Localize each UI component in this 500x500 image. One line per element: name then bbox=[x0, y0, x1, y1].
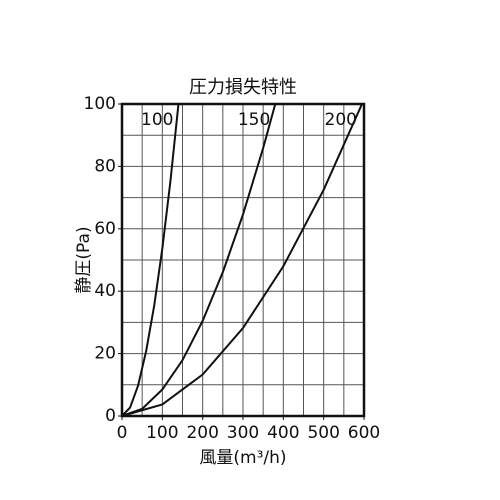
x-tick-label: 0 bbox=[117, 423, 128, 443]
y-axis-label: 静圧(Pa) bbox=[74, 226, 94, 293]
y-tick-label: 20 bbox=[94, 344, 116, 364]
x-axis-label: 風量(m³/h) bbox=[199, 448, 286, 468]
x-tick-label: 600 bbox=[348, 423, 380, 443]
curve bbox=[121, 103, 277, 417]
x-tick-label: 400 bbox=[267, 423, 299, 443]
x-tick-label: 500 bbox=[307, 423, 339, 443]
series-label: 200 bbox=[325, 110, 357, 130]
x-tick-label: 100 bbox=[146, 423, 178, 443]
y-tick-label: 40 bbox=[94, 281, 116, 301]
x-tick-label: 200 bbox=[186, 423, 218, 443]
curve bbox=[121, 103, 180, 417]
y-tick-label: 80 bbox=[94, 156, 116, 176]
y-tick-label: 60 bbox=[94, 219, 116, 239]
x-tick-label: 300 bbox=[227, 423, 259, 443]
y-tick-label: 100 bbox=[84, 94, 116, 114]
curve bbox=[121, 103, 363, 417]
series-label: 100 bbox=[141, 110, 173, 130]
chart-title: 圧力損失特性 bbox=[189, 77, 297, 98]
series-label: 150 bbox=[238, 110, 270, 130]
y-tick-label: 0 bbox=[105, 406, 116, 426]
